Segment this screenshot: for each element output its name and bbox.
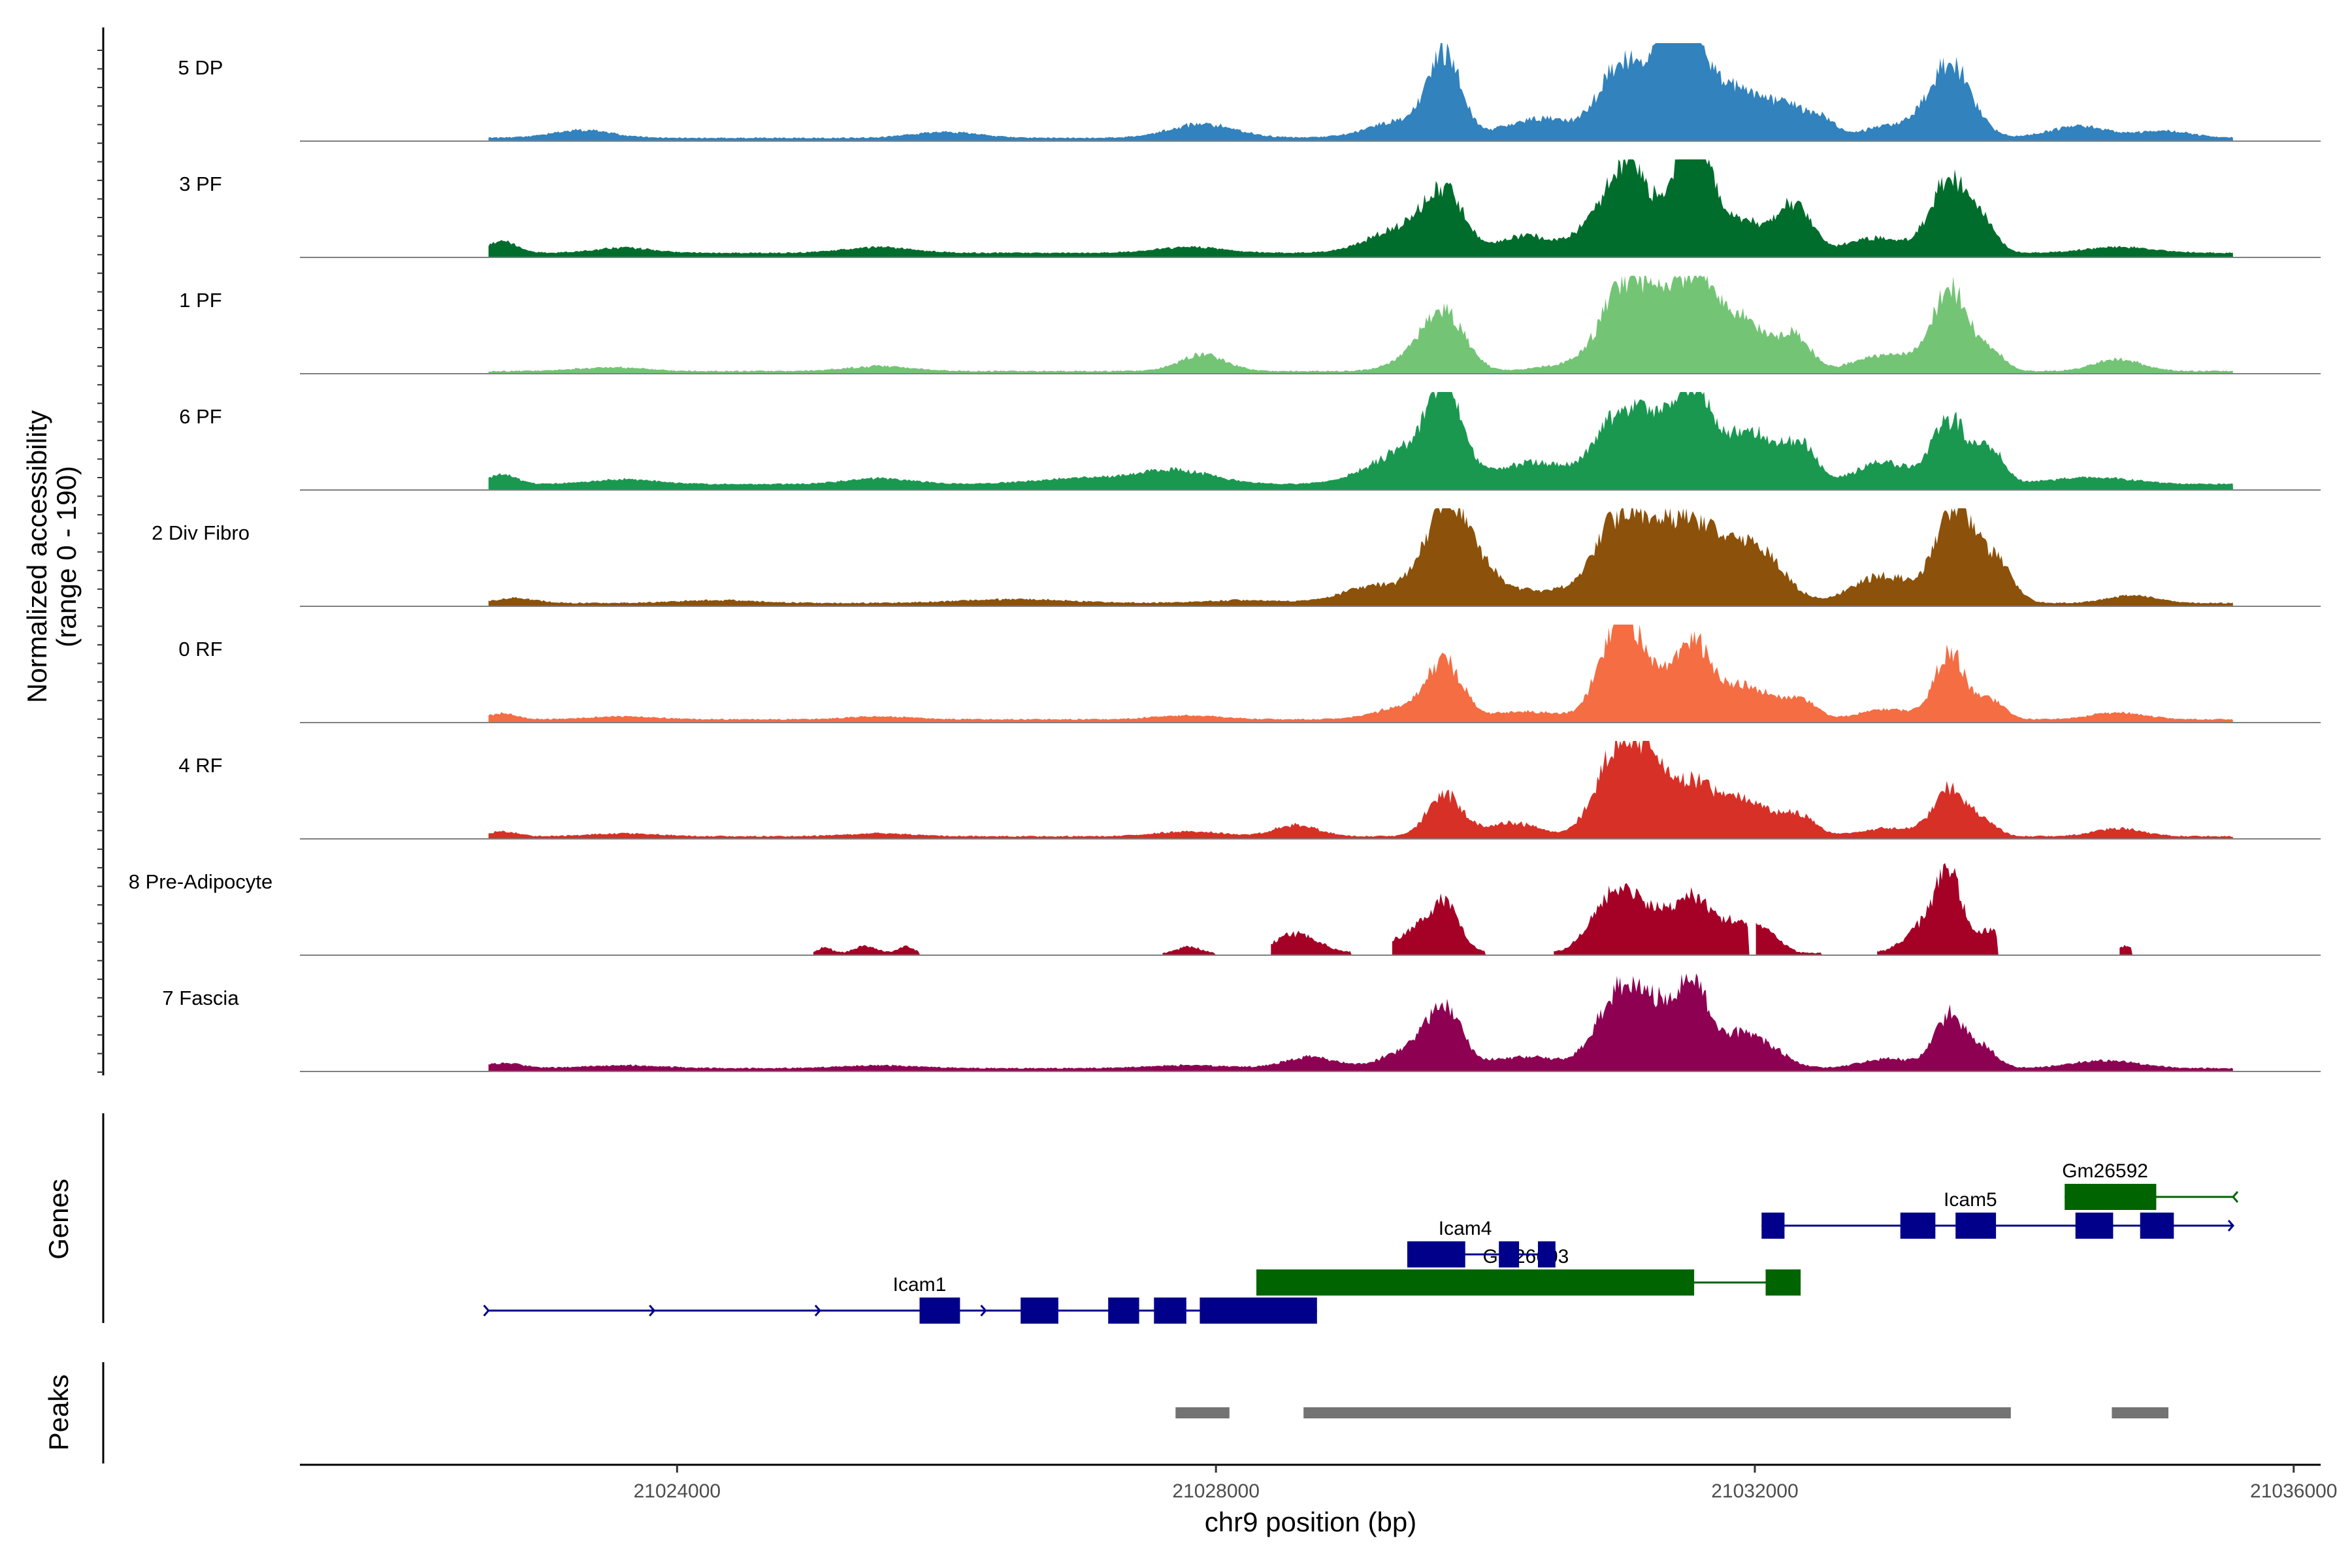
gene-icam5: Icam5 bbox=[1761, 1189, 2234, 1239]
gene-exon bbox=[1154, 1298, 1186, 1324]
strand-arrow bbox=[2227, 1220, 2234, 1232]
gene-exon bbox=[1021, 1298, 1058, 1324]
coverage-area-8-pre-adipocyte bbox=[813, 863, 2133, 955]
coverage-area-1-pf bbox=[488, 276, 2234, 374]
gene-exon bbox=[1499, 1241, 1520, 1267]
x-axis-title: chr9 position (bp) bbox=[1205, 1507, 1417, 1537]
peaks-panel: Peaks bbox=[43, 1362, 2168, 1463]
track-6-pf: 6 PF bbox=[179, 392, 2321, 491]
track-label-3-pf: 3 PF bbox=[179, 172, 221, 195]
gene-icam4: Icam4 bbox=[1407, 1218, 1556, 1267]
track-label-2-div-fibro: 2 Div Fibro bbox=[152, 521, 250, 544]
gene-exon bbox=[1955, 1213, 1997, 1239]
track-0-rf: 0 RF bbox=[178, 625, 2321, 723]
gene-exon bbox=[2075, 1213, 2114, 1239]
track-label-6-pf: 6 PF bbox=[179, 405, 221, 428]
strand-arrow bbox=[649, 1305, 656, 1316]
x-tick-label: 21032000 bbox=[1711, 1480, 1798, 1502]
gene-exon bbox=[919, 1298, 960, 1324]
gene-label: Gm26603 bbox=[1483, 1246, 1569, 1267]
track-label-0-rf: 0 RF bbox=[178, 638, 222, 661]
track-8-pre-adipocyte: 8 Pre-Adipocyte bbox=[129, 863, 2321, 956]
track-1-pf: 1 PF bbox=[179, 276, 2321, 374]
gene-exon bbox=[1256, 1269, 1695, 1296]
track-label-8-pre-adipocyte: 8 Pre-Adipocyte bbox=[129, 870, 273, 893]
gene-exon bbox=[1761, 1213, 1785, 1239]
peaks-label: Peaks bbox=[43, 1375, 74, 1451]
gene-exon bbox=[2140, 1213, 2174, 1239]
track-label-4-rf: 4 RF bbox=[178, 754, 222, 777]
x-axis: 21024000 21028000 21032000 21036000 chr9 po… bbox=[300, 1463, 2338, 1537]
track-label-7-fascia: 7 Fascia bbox=[162, 987, 239, 1009]
track-label-5-dp: 5 DP bbox=[178, 56, 223, 79]
strand-arrow bbox=[980, 1305, 987, 1316]
track-3-pf: 3 PF bbox=[179, 159, 2321, 258]
x-tick-label: 21036000 bbox=[2250, 1480, 2337, 1502]
gene-exon bbox=[1108, 1298, 1139, 1324]
y-axis bbox=[97, 27, 105, 1075]
coverage-area-5-dp bbox=[488, 43, 2234, 141]
genes-panel: Genes Icam1 Gm26603 Icam4 Icam5 Gm26592 bbox=[43, 1113, 2239, 1324]
strand-arrow bbox=[814, 1305, 821, 1316]
strand-arrow bbox=[2231, 1191, 2239, 1203]
peak-region bbox=[2112, 1407, 2168, 1418]
y-axis-title-line1: Normalized accessibility bbox=[22, 410, 52, 703]
gene-exon bbox=[1200, 1298, 1317, 1324]
gene-icam1: Icam1 bbox=[483, 1274, 1317, 1324]
coverage-area-7-fascia bbox=[488, 973, 2234, 1071]
strand-arrow bbox=[483, 1305, 490, 1316]
gene-exon bbox=[1407, 1241, 1465, 1267]
coverage-area-4-rf bbox=[488, 741, 2234, 839]
gene-exon bbox=[2065, 1184, 2157, 1210]
track-5-dp: 5 DP bbox=[178, 43, 2321, 142]
gene-label: Icam1 bbox=[893, 1274, 947, 1296]
track-label-1-pf: 1 PF bbox=[179, 289, 221, 312]
gene-exon bbox=[1538, 1241, 1556, 1267]
gene-gm26592: Gm26592 bbox=[2062, 1160, 2239, 1210]
y-axis-title-line2: (range 0 - 190) bbox=[51, 466, 82, 647]
coverage-tracks: 5 DP 3 PF 1 PF 6 PF 2 Div Fibro 0 RF 4 RF 8 Pre… bbox=[129, 43, 2321, 1072]
track-7-fascia: 7 Fascia bbox=[162, 973, 2321, 1072]
track-2-div-fibro: 2 Div Fibro bbox=[152, 508, 2321, 607]
track-4-rf: 4 RF bbox=[178, 741, 2321, 840]
gene-exon bbox=[1765, 1269, 1801, 1296]
peak-region bbox=[1303, 1407, 2011, 1418]
coverage-area-0-rf bbox=[488, 625, 2234, 723]
coverage-area-2-div-fibro bbox=[488, 508, 2234, 606]
coverage-area-6-pf bbox=[488, 392, 2234, 490]
gene-exon bbox=[1900, 1213, 1936, 1239]
peak-region bbox=[1175, 1407, 1230, 1418]
x-tick-label: 21028000 bbox=[1172, 1480, 1259, 1502]
gene-label: Gm26592 bbox=[2062, 1160, 2148, 1182]
x-tick-label: 21024000 bbox=[634, 1480, 721, 1502]
gene-label: Icam5 bbox=[1944, 1189, 1997, 1211]
coverage-area-3-pf bbox=[488, 159, 2234, 257]
gene-label: Icam4 bbox=[1439, 1218, 1492, 1239]
genes-label: Genes bbox=[43, 1179, 74, 1260]
gene-gm26603: Gm26603 bbox=[1256, 1246, 1801, 1296]
